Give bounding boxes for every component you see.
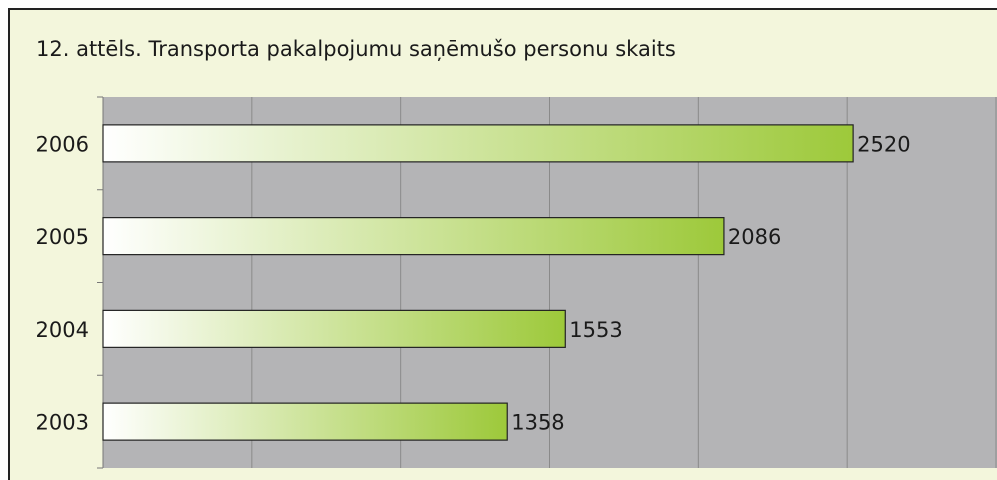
bar — [102, 217, 725, 256]
bar — [102, 309, 566, 348]
y-tick-label: 2004 — [36, 318, 89, 342]
bar — [102, 124, 854, 163]
data-label: 1358 — [511, 411, 564, 435]
data-label: 2520 — [857, 132, 910, 156]
y-tick-label: 2003 — [36, 411, 89, 435]
data-label: 2086 — [728, 225, 781, 249]
bar — [102, 402, 508, 441]
chart-title: 12. attēls. Transporta pakalpojumu saņēm… — [36, 37, 676, 61]
y-tick-label: 2005 — [36, 225, 89, 249]
data-label: 1553 — [569, 318, 622, 342]
y-tick-label: 2006 — [36, 132, 89, 156]
